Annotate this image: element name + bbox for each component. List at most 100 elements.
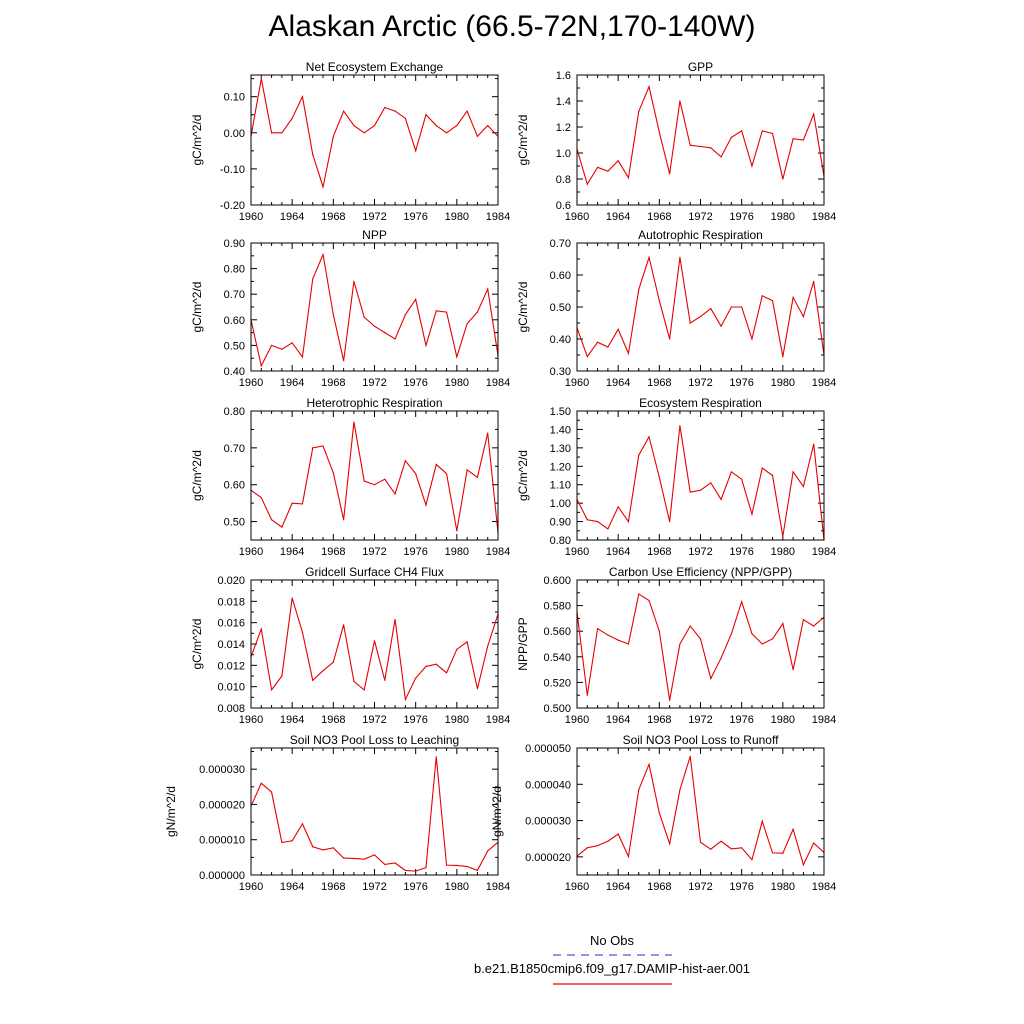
series-line xyxy=(576,756,825,867)
data-point xyxy=(751,338,753,340)
data-point xyxy=(751,633,753,635)
data-point xyxy=(802,485,805,488)
data-point xyxy=(312,846,314,848)
data-point xyxy=(332,314,334,316)
y-tick-label: 0.8 xyxy=(556,174,571,186)
y-tick-label: 0.020 xyxy=(217,575,245,587)
x-tick-label: 1960 xyxy=(239,714,263,726)
data-point xyxy=(435,124,437,127)
data-point xyxy=(260,78,262,80)
x-tick-label: 1976 xyxy=(403,377,427,389)
series-line xyxy=(576,84,825,186)
data-point xyxy=(466,110,468,112)
x-tick-label: 1972 xyxy=(688,211,712,223)
data-point xyxy=(353,280,355,282)
y-tick-label: 0.80 xyxy=(224,264,245,276)
data-point xyxy=(343,857,345,859)
y-tick-label: 1.10 xyxy=(550,480,571,492)
x-tick-label: 1972 xyxy=(688,377,712,389)
data-point xyxy=(648,599,650,602)
x-tick-label: 1980 xyxy=(771,377,795,389)
data-point xyxy=(699,638,702,640)
data-point xyxy=(679,256,681,258)
y-axis-label: gC/m^2/d xyxy=(516,450,530,501)
x-tick-label: 1976 xyxy=(403,546,427,558)
data-point xyxy=(761,295,763,297)
data-point xyxy=(270,519,273,521)
data-point xyxy=(425,665,427,668)
data-point xyxy=(751,513,753,515)
data-point xyxy=(384,478,386,480)
panel-title: Net Ecosystem Exchange xyxy=(306,60,444,74)
data-point xyxy=(404,117,406,119)
x-tick-label: 1964 xyxy=(280,211,304,223)
panel-title: GPP xyxy=(688,60,713,74)
y-tick-label: 0.80 xyxy=(224,406,245,418)
data-point xyxy=(353,857,355,860)
data-point xyxy=(456,124,458,127)
y-tick-label: 0.018 xyxy=(217,596,245,608)
y-tick-label: 0.000010 xyxy=(199,835,245,847)
data-point xyxy=(813,842,815,844)
plot-frame xyxy=(576,747,825,876)
data-point xyxy=(445,864,448,866)
series-line xyxy=(250,756,499,872)
data-point xyxy=(456,530,458,532)
data-point xyxy=(291,342,293,344)
chart-panel-6: Ecosystem Respiration gC/m^2/d 1960 1964 196… xyxy=(516,396,836,558)
data-point xyxy=(730,136,732,138)
chart-panel-2: GPP gC/m^2/d 1960 1964 1968 1972 1976 1980 1984 0… xyxy=(516,60,836,223)
data-point xyxy=(260,365,262,367)
data-point xyxy=(689,144,691,146)
data-point xyxy=(679,789,681,791)
x-tick-label: 1980 xyxy=(445,377,469,389)
data-point xyxy=(394,338,396,340)
y-tick-label: 0.520 xyxy=(543,677,571,689)
data-point xyxy=(730,848,732,850)
data-point xyxy=(627,177,630,179)
data-point xyxy=(607,634,609,636)
x-tick-label: 1984 xyxy=(486,714,510,726)
data-point xyxy=(771,132,774,135)
data-point xyxy=(782,356,784,358)
chart-panel-10: Soil NO3 Pool Loss to Runoff gN/m^2/d 1960… xyxy=(490,733,836,893)
data-point xyxy=(658,300,660,302)
data-point xyxy=(373,640,376,642)
plot-frame xyxy=(250,242,499,372)
data-point xyxy=(596,628,599,630)
data-point xyxy=(648,436,650,438)
data-point xyxy=(353,124,355,127)
data-point xyxy=(435,310,437,312)
y-tick-label: 0.000000 xyxy=(199,870,245,882)
data-point xyxy=(281,348,283,350)
x-tick-label: 1968 xyxy=(647,211,671,223)
y-tick-label: 1.0 xyxy=(556,148,571,160)
data-point xyxy=(445,473,448,475)
y-tick-label: 0.016 xyxy=(217,618,245,630)
data-point xyxy=(813,443,815,445)
data-point xyxy=(627,520,630,523)
data-point xyxy=(638,593,640,595)
data-point xyxy=(741,478,743,480)
data-point xyxy=(689,755,691,757)
data-point xyxy=(281,526,283,528)
data-point xyxy=(669,843,671,845)
y-tick-label: 0.50 xyxy=(224,517,245,529)
data-point xyxy=(373,325,376,327)
x-tick-label: 1976 xyxy=(729,714,753,726)
data-point xyxy=(363,480,365,482)
data-point xyxy=(730,633,732,635)
data-point xyxy=(291,840,293,842)
data-point xyxy=(741,306,743,308)
data-point xyxy=(669,520,671,523)
data-point xyxy=(586,847,588,849)
data-point xyxy=(648,86,650,88)
data-point xyxy=(466,469,468,471)
data-point xyxy=(607,170,609,172)
x-tick-label: 1968 xyxy=(321,211,345,223)
data-point xyxy=(363,316,365,318)
x-tick-label: 1972 xyxy=(362,881,386,893)
data-point xyxy=(322,445,324,447)
y-axis-label: gC/m^2/d xyxy=(516,115,530,166)
y-tick-label: 0.70 xyxy=(550,238,571,250)
